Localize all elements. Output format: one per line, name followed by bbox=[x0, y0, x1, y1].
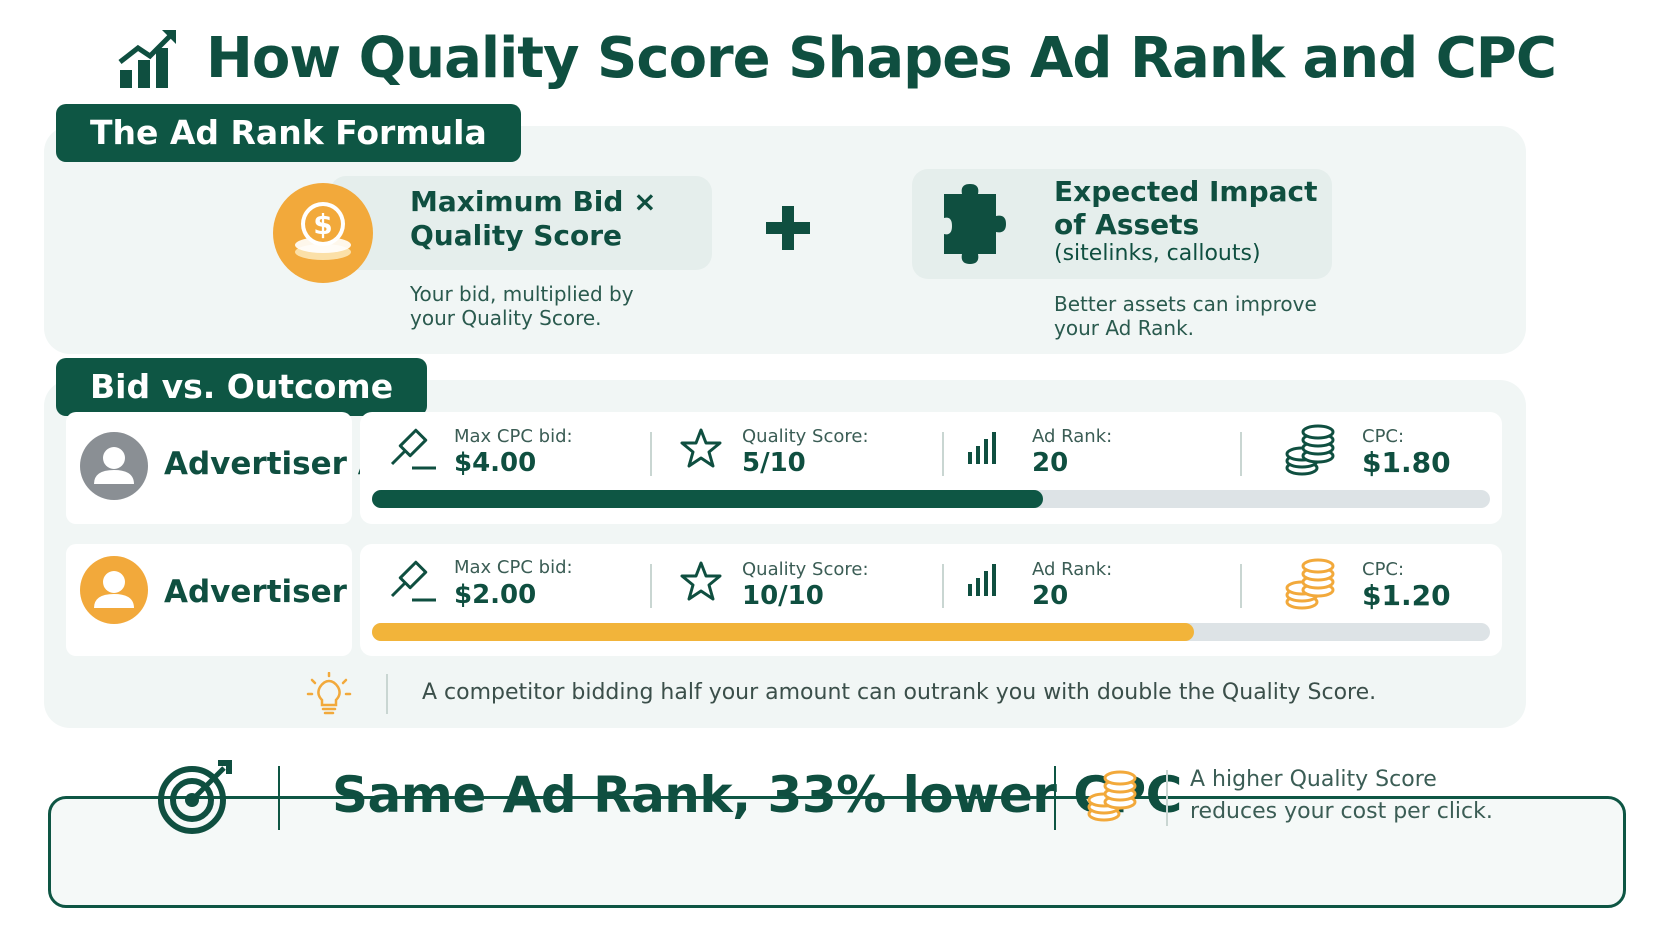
a-cpc-label: CPC: bbox=[1362, 426, 1405, 447]
b-rank-label: Ad Rank: bbox=[1032, 559, 1113, 580]
a-bid-value: $4.00 bbox=[454, 448, 537, 478]
a-progress-track bbox=[372, 490, 1490, 508]
summary-headline: Same Ad Rank, 33% lower CPC bbox=[332, 766, 1182, 824]
b-divider-1 bbox=[650, 564, 652, 608]
star-icon bbox=[680, 561, 722, 601]
comparison-tab: Bid vs. Outcome bbox=[56, 358, 428, 416]
formula-right-title-2: of Assets bbox=[1054, 208, 1200, 241]
a-progress-fill bbox=[372, 490, 1043, 508]
svg-text:$: $ bbox=[313, 208, 332, 241]
formula-left-note-1: Your bid, multiplied by bbox=[410, 282, 634, 306]
signal-bars-icon bbox=[968, 432, 996, 464]
formula-left-title-1: Maximum Bid × bbox=[410, 185, 657, 218]
b-cpc-label: CPC: bbox=[1362, 559, 1405, 580]
lightbulb-icon bbox=[306, 672, 352, 715]
signal-bars-icon bbox=[968, 564, 996, 596]
coins-icon bbox=[1087, 770, 1137, 822]
a-divider-1 bbox=[650, 432, 652, 476]
title-row: How Quality Score Shapes Ad Rank and CPC bbox=[0, 18, 1672, 98]
b-rank-value: 20 bbox=[1032, 581, 1069, 611]
tip-text: A competitor bidding half your amount ca… bbox=[422, 680, 1377, 705]
b-progress-fill bbox=[372, 623, 1194, 641]
a-rank-value: 20 bbox=[1032, 448, 1069, 478]
advertiser-a-name: Advertiser A bbox=[164, 446, 382, 482]
tip-divider bbox=[386, 674, 388, 714]
target-icon bbox=[158, 760, 232, 834]
chart-trend-icon bbox=[118, 30, 177, 88]
user-avatar-icon bbox=[80, 432, 148, 500]
puzzle-piece-icon bbox=[944, 184, 1006, 264]
star-icon bbox=[680, 428, 722, 468]
b-bid-value: $2.00 bbox=[454, 580, 537, 610]
summary-note: A higher Quality Score reduces your cost… bbox=[1190, 764, 1493, 828]
a-rank-label: Ad Rank: bbox=[1032, 426, 1113, 447]
coins-icon bbox=[1285, 558, 1335, 610]
b-divider-2 bbox=[942, 564, 944, 608]
gavel-icon bbox=[390, 428, 436, 470]
plus-icon bbox=[766, 206, 810, 250]
formula-left-title-2: Quality Score bbox=[410, 219, 623, 252]
page-title: How Quality Score Shapes Ad Rank and CPC bbox=[206, 25, 1557, 91]
a-qs-value: 5/10 bbox=[742, 448, 806, 478]
b-cpc-value: $1.20 bbox=[1362, 579, 1451, 612]
formula-right-subtitle: (sitelinks, callouts) bbox=[1054, 241, 1261, 266]
summary-divider-3 bbox=[1166, 770, 1168, 826]
summary-note-line-2: reduces your cost per click. bbox=[1190, 799, 1493, 824]
summary-divider-2 bbox=[1054, 766, 1056, 830]
formula-right-note-1: Better assets can improve bbox=[1054, 292, 1317, 316]
a-divider-2 bbox=[942, 432, 944, 476]
a-bid-label: Max CPC bid: bbox=[454, 426, 573, 447]
b-progress-track bbox=[372, 623, 1490, 641]
b-bid-label: Max CPC bid: bbox=[454, 557, 573, 578]
formula-tab: The Ad Rank Formula bbox=[56, 104, 521, 162]
advertiser-b-name: Advertiser B bbox=[164, 574, 382, 610]
b-qs-value: 10/10 bbox=[742, 581, 824, 611]
a-qs-label: Quality Score: bbox=[742, 426, 869, 447]
a-cpc-value: $1.80 bbox=[1362, 446, 1451, 479]
a-divider-3 bbox=[1240, 432, 1242, 476]
formula-left-box bbox=[330, 176, 712, 270]
b-divider-3 bbox=[1240, 564, 1242, 608]
formula-right-note-2: your Ad Rank. bbox=[1054, 316, 1195, 340]
summary-note-line-1: A higher Quality Score bbox=[1190, 767, 1437, 792]
summary-banner bbox=[48, 796, 1626, 908]
gavel-icon bbox=[390, 560, 436, 602]
formula-left-note-2: your Quality Score. bbox=[410, 306, 602, 330]
formula-right-title-1: Expected Impact bbox=[1054, 175, 1318, 208]
b-qs-label: Quality Score: bbox=[742, 559, 869, 580]
user-avatar-icon bbox=[80, 556, 148, 624]
summary-divider-1 bbox=[278, 766, 280, 830]
coins-icon bbox=[1285, 424, 1335, 476]
dollar-coin-icon: $ bbox=[273, 183, 373, 283]
